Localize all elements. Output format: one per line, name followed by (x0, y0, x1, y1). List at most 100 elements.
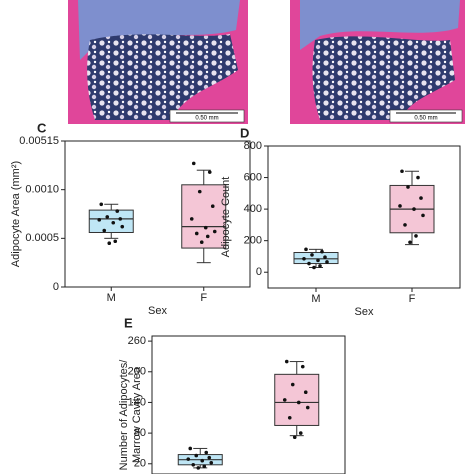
data-point (292, 435, 297, 440)
data-point (203, 225, 208, 230)
data-point (421, 213, 425, 218)
y-tick-label: 400 (244, 203, 262, 215)
y-tick-label: 80 (134, 427, 146, 439)
data-point (316, 258, 320, 263)
data-point (325, 260, 329, 264)
data-point (310, 253, 314, 257)
panel-label: D (240, 125, 249, 140)
data-point (406, 185, 410, 189)
data-point (189, 217, 194, 221)
data-point (204, 450, 209, 455)
panel-label: E (124, 315, 133, 330)
plot-frame (151, 335, 346, 474)
data-point (105, 215, 110, 219)
data-point (408, 240, 412, 245)
data-point (99, 202, 104, 207)
box (274, 373, 320, 426)
data-point (191, 463, 196, 467)
box-chart: C 0 0.0005 0.0010 0.00515 Adipocyte Area (mm²… (10, 120, 251, 317)
x-tick-label: F (409, 293, 416, 305)
data-point (111, 220, 116, 225)
data-point (191, 161, 196, 166)
data-point (102, 228, 107, 233)
data-point (303, 390, 308, 395)
y-tick-label: 20 (134, 458, 146, 470)
data-point (113, 239, 118, 244)
data-point (412, 207, 416, 211)
y-tick-label: 0 (256, 266, 262, 278)
data-point (207, 170, 212, 174)
data-point (115, 209, 120, 213)
data-point (210, 204, 215, 209)
histology-right: 0.50 mm (290, 0, 465, 124)
histology-left: 0.50 mm (68, 0, 248, 124)
y-tick-label: 200 (128, 366, 146, 378)
x-tick-label: M (107, 292, 116, 304)
y-tick-label: 140 (128, 396, 146, 408)
y-tick-label: 0.0005 (25, 232, 59, 244)
data-point (305, 405, 310, 410)
data-point (209, 460, 214, 465)
data-point (282, 398, 287, 402)
data-point (419, 196, 423, 200)
data-point (416, 175, 420, 180)
data-point (284, 359, 289, 364)
data-point (202, 464, 207, 469)
data-point (212, 229, 217, 234)
box (181, 184, 227, 249)
data-point (188, 446, 193, 451)
y-tick-label: 800 (244, 140, 262, 152)
data-point (300, 364, 305, 369)
plot-frame (267, 145, 461, 289)
data-point (290, 382, 295, 387)
data-point (414, 234, 418, 238)
data-point (194, 231, 199, 236)
data-point (120, 224, 125, 229)
y-axis-label: Adipocyte Count (220, 177, 232, 258)
y-axis-label: Adipocyte Area (mm²) (10, 161, 22, 267)
y-tick-label: 0 (53, 281, 59, 293)
data-point (197, 189, 202, 194)
data-point (296, 400, 301, 405)
data-point (307, 261, 311, 266)
scale-label: 0.50 mm (414, 116, 437, 122)
y-axis-label: Number of Adipocytes/ (118, 359, 130, 471)
x-tick-label: F (200, 292, 207, 304)
data-point (118, 217, 123, 221)
data-point (304, 247, 308, 252)
data-point (107, 241, 112, 245)
data-point (207, 455, 212, 460)
x-tick-label: M (311, 293, 320, 305)
data-point (323, 255, 327, 260)
data-point (287, 415, 292, 420)
box-chart: E 20 80 140 200 260 Number of Adipocytes/Marro… (118, 315, 346, 474)
y-tick-label: 0.00515 (19, 135, 59, 147)
plot-frame (64, 140, 251, 288)
y-tick-label: 200 (244, 235, 262, 247)
data-point (312, 265, 316, 270)
data-point (400, 169, 404, 174)
data-point (320, 249, 324, 254)
box (88, 209, 134, 233)
data-point (200, 458, 205, 463)
y-tick-label: 600 (244, 171, 262, 183)
data-point (186, 457, 191, 461)
box (293, 252, 339, 265)
data-point (196, 466, 201, 470)
data-point (194, 453, 199, 458)
data-point (318, 264, 322, 268)
data-point (199, 240, 204, 245)
y-axis-label: Marrow Cavity Area (131, 366, 143, 463)
box-chart: D 0 200 400 600 800 Adipocyte Count M F Sex (220, 125, 461, 318)
x-axis-label: Sex (355, 306, 374, 318)
y-tick-label: 260 (128, 335, 146, 347)
x-axis-label: Sex (148, 305, 167, 317)
panel-label: C (37, 120, 47, 135)
data-point (97, 218, 102, 222)
data-point (205, 234, 210, 239)
data-point (403, 223, 407, 227)
data-point (398, 204, 402, 208)
data-point (302, 257, 306, 261)
data-point (298, 431, 303, 435)
